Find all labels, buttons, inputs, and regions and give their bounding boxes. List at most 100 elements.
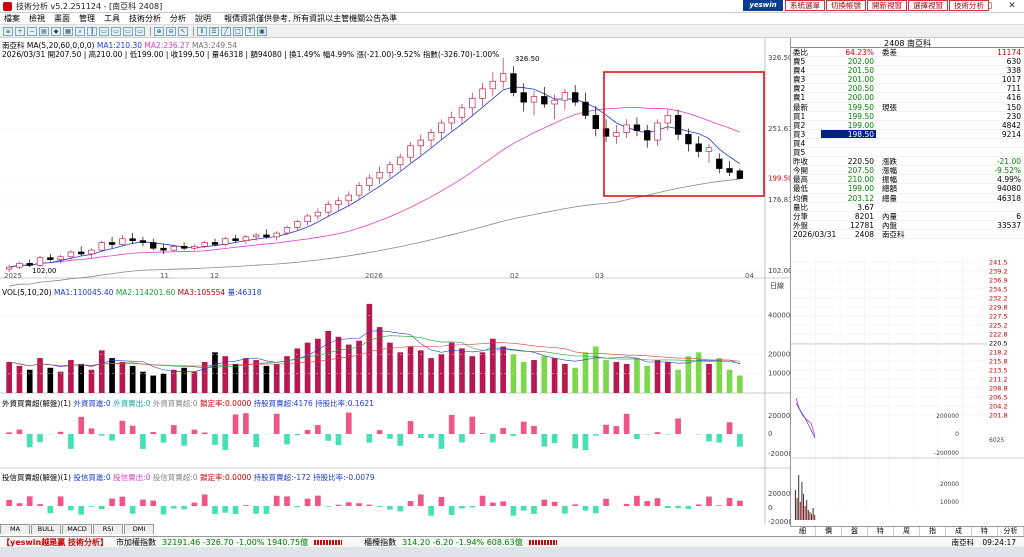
technical-analysis-button[interactable]: 技術分析	[949, 0, 989, 11]
foreign-flow-bar	[253, 434, 259, 448]
tab-rsi[interactable]: RSI	[93, 524, 123, 534]
trust-flow-bar	[335, 504, 342, 506]
vol-ma3: MA3:105554	[177, 288, 226, 297]
quote-row: 買5	[791, 148, 1024, 158]
candle-body	[685, 134, 692, 145]
menu-icon[interactable]: ≡	[3, 26, 13, 36]
remove-icon[interactable]: −	[27, 26, 37, 36]
ma3-value: MA3:249.54	[191, 41, 238, 50]
add-icon[interactable]: +	[15, 26, 25, 36]
new-window-button[interactable]: 開新視窗	[867, 0, 907, 11]
text-tool-icon[interactable]: T	[245, 26, 255, 36]
foreign-flow-bar	[181, 434, 187, 446]
layout-a-icon[interactable]: ▭	[99, 26, 109, 36]
candle-body	[674, 115, 682, 135]
switch-account-button[interactable]: 切換帳號	[826, 0, 866, 11]
quote-value: 9214	[1001, 129, 1021, 139]
foreign-flow-bar	[170, 425, 177, 434]
foreign-flow-bar	[294, 434, 301, 436]
trust-net: 投信買賣超:0	[152, 473, 198, 482]
otc-name: 櫃檯指數	[364, 537, 397, 547]
quote-value: 202.00	[847, 57, 874, 67]
tab-index[interactable]: 指	[920, 527, 946, 536]
quote-label	[876, 84, 906, 92]
menu-view[interactable]: 檢視	[29, 14, 45, 23]
foreign-sell: 外資賣出:0	[113, 399, 151, 408]
menu-technical[interactable]: 技術分析	[129, 14, 161, 23]
volume-bar	[201, 362, 208, 393]
tab-price[interactable]: 價	[816, 527, 842, 536]
x-axis-label: 12	[210, 272, 219, 280]
zoom-out-icon[interactable]: ⊖	[166, 26, 176, 36]
trust-flow-bar	[417, 494, 424, 506]
mini-y-label: 222.8	[989, 331, 1008, 339]
system-menu-button[interactable]: 系統選單	[785, 0, 825, 11]
foreign-flow-bar	[160, 434, 167, 443]
line-tool-icon[interactable]: ╱	[221, 26, 231, 36]
chart-area[interactable]: 326.50 251.67 199.50 176.83 102.00 326.50 102.…	[0, 38, 790, 534]
foreign-lock: 鎖定率:0.0000	[199, 399, 252, 408]
cursor-icon[interactable]: ↖	[178, 26, 188, 36]
tab-ma[interactable]: MA	[0, 524, 30, 534]
tab-bull[interactable]: BULL	[31, 524, 61, 534]
tab-analysis[interactable]: 分析	[998, 527, 1024, 536]
menu-analysis[interactable]: 分析	[170, 14, 186, 23]
layout-b-icon[interactable]: ▭	[111, 26, 121, 36]
vol-label: VOL(5,10,20)	[2, 288, 52, 297]
palette-icon[interactable]: ◆	[51, 26, 61, 36]
candle-body	[139, 240, 147, 243]
mini-volume-bar	[811, 514, 812, 520]
menu-help[interactable]: 說明	[195, 14, 211, 23]
quote-value: 201.00	[847, 75, 874, 85]
tab-macd[interactable]: MACD	[62, 524, 92, 534]
layout-d-icon[interactable]: ▭	[135, 26, 145, 36]
candle-body	[366, 177, 373, 186]
vol-ma3-line	[9, 342, 740, 367]
candle-body	[232, 238, 239, 241]
flow-axis-label: 0	[768, 504, 772, 512]
tab-special2[interactable]: 特	[972, 527, 998, 536]
intraday-chart[interactable]: 241.5239.2236.9234.5232.2229.8227.5225.2…	[790, 258, 1024, 526]
tab-detail[interactable]: 細	[790, 527, 816, 536]
chart-icon[interactable]: ▤	[39, 26, 49, 36]
tab-volume[interactable]: 成	[946, 527, 972, 536]
menu-screen[interactable]: 畫面	[54, 14, 70, 23]
trust-flow-bar	[16, 503, 23, 506]
candle-body	[314, 211, 322, 217]
tab-dmi[interactable]: DMI	[124, 524, 154, 534]
foreign-buy: 外資買進:0	[73, 399, 111, 408]
menu-file[interactable]: 檔案	[4, 14, 20, 23]
price-chart[interactable]: 326.50 251.67 199.50 176.83 102.00 326.50 102.…	[0, 38, 790, 524]
list-icon[interactable]: ☰	[209, 26, 219, 36]
candle-body	[263, 234, 270, 238]
layout-c-icon[interactable]: ▭	[123, 26, 133, 36]
quote-label: 漲跌	[882, 157, 897, 167]
foreign-hold: 持股買賣超:4176	[253, 399, 313, 408]
foreign-flow-bar	[582, 434, 589, 451]
volume-bar	[315, 338, 321, 393]
bars-icon[interactable]: ⦀	[197, 26, 207, 36]
quote-row: 量比 3.67	[791, 203, 1024, 212]
grid-icon[interactable]: ▦	[63, 26, 73, 36]
volume-bar	[57, 371, 64, 393]
rect-tool-icon[interactable]: □	[233, 26, 243, 36]
tab-week[interactable]: 周	[894, 527, 920, 536]
quote-label: 買3	[793, 129, 806, 139]
menu-tools[interactable]: 工具	[104, 14, 120, 23]
tab-special[interactable]: 特	[868, 527, 894, 536]
zoom-in-icon[interactable]: ⊕	[154, 26, 164, 36]
window-title: 技術分析 v5.2.251124 - [南亞科 2408]	[16, 1, 163, 11]
candle-body	[613, 132, 620, 137]
select-window-button[interactable]: 選擇視窗	[908, 0, 948, 11]
search-icon[interactable]: ⌕	[75, 26, 85, 36]
tab-book[interactable]: 盤	[842, 527, 868, 536]
menu-manage[interactable]: 管理	[79, 14, 95, 23]
foreign-flow-bar	[603, 424, 609, 434]
save-icon[interactable]: ▣	[257, 26, 267, 36]
candle-icon[interactable]: ┃	[87, 26, 97, 36]
quote-value: 200.50	[847, 84, 874, 94]
close-icon[interactable]: ✕	[1008, 1, 1016, 11]
volume-bar	[562, 363, 568, 393]
candle-body	[448, 116, 455, 124]
volume-bar	[531, 360, 537, 393]
